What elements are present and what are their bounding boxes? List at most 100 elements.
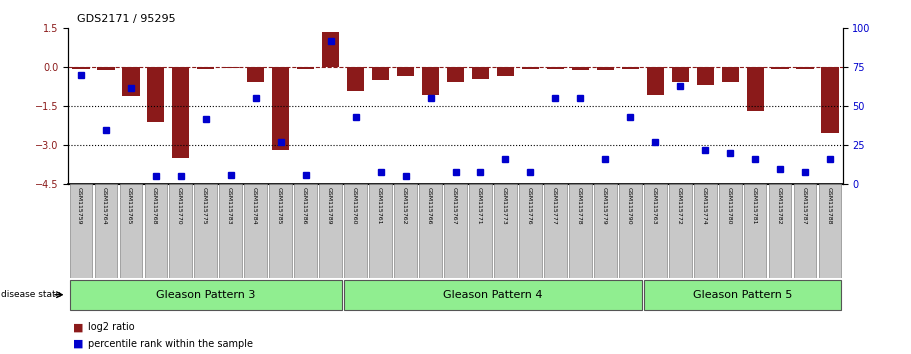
Bar bbox=[69, 184, 92, 278]
Text: GSM115790: GSM115790 bbox=[627, 187, 631, 224]
Text: GSM115772: GSM115772 bbox=[677, 187, 681, 225]
Text: GSM115787: GSM115787 bbox=[802, 187, 806, 224]
Bar bbox=[172, 67, 189, 158]
Bar bbox=[344, 184, 367, 278]
Text: GSM115782: GSM115782 bbox=[776, 187, 782, 224]
Text: GSM115785: GSM115785 bbox=[277, 187, 281, 224]
Text: GSM115765: GSM115765 bbox=[127, 187, 132, 224]
Bar bbox=[271, 67, 290, 150]
Bar bbox=[220, 184, 242, 278]
Bar bbox=[722, 67, 739, 81]
Bar bbox=[644, 280, 842, 310]
Text: Gleason Pattern 4: Gleason Pattern 4 bbox=[444, 290, 543, 300]
Text: GSM115775: GSM115775 bbox=[202, 187, 207, 224]
Bar bbox=[469, 184, 492, 278]
Bar bbox=[197, 67, 214, 69]
Text: GSM115762: GSM115762 bbox=[402, 187, 407, 224]
Bar bbox=[369, 184, 392, 278]
Bar bbox=[496, 67, 514, 76]
Bar bbox=[320, 184, 342, 278]
Bar bbox=[644, 184, 667, 278]
Bar bbox=[119, 184, 142, 278]
Text: GSM115783: GSM115783 bbox=[227, 187, 232, 224]
Bar bbox=[744, 184, 766, 278]
Text: GSM115770: GSM115770 bbox=[177, 187, 182, 224]
Text: GSM115767: GSM115767 bbox=[452, 187, 456, 224]
Text: GSM115788: GSM115788 bbox=[826, 187, 832, 224]
Text: GSM115777: GSM115777 bbox=[552, 187, 557, 225]
Text: GSM115773: GSM115773 bbox=[502, 187, 507, 225]
Text: GSM115763: GSM115763 bbox=[651, 187, 657, 224]
Bar bbox=[194, 184, 217, 278]
Bar bbox=[72, 67, 89, 69]
Text: GSM115764: GSM115764 bbox=[102, 187, 107, 224]
Text: ■: ■ bbox=[73, 339, 84, 349]
Text: GSM115780: GSM115780 bbox=[726, 187, 732, 224]
Text: GSM115778: GSM115778 bbox=[577, 187, 581, 224]
Bar bbox=[572, 67, 589, 70]
Bar bbox=[794, 184, 816, 278]
Bar bbox=[297, 67, 314, 69]
Text: ■: ■ bbox=[73, 322, 84, 332]
Bar bbox=[422, 67, 439, 95]
Bar bbox=[544, 184, 567, 278]
Bar bbox=[372, 67, 389, 80]
Bar bbox=[445, 184, 466, 278]
Text: percentile rank within the sample: percentile rank within the sample bbox=[88, 339, 253, 349]
Text: GSM115784: GSM115784 bbox=[252, 187, 257, 224]
Text: GSM115789: GSM115789 bbox=[327, 187, 332, 224]
Bar bbox=[95, 184, 117, 278]
Text: GSM115766: GSM115766 bbox=[426, 187, 432, 224]
Bar bbox=[244, 184, 267, 278]
Bar bbox=[147, 67, 165, 122]
Bar bbox=[122, 67, 139, 96]
Bar bbox=[746, 67, 764, 112]
Bar bbox=[769, 184, 792, 278]
Text: GSM115761: GSM115761 bbox=[377, 187, 382, 224]
Bar bbox=[69, 280, 342, 310]
Bar bbox=[621, 67, 640, 69]
Text: GSM115776: GSM115776 bbox=[527, 187, 532, 224]
Bar bbox=[222, 67, 240, 68]
Bar bbox=[547, 67, 564, 69]
Bar bbox=[719, 184, 742, 278]
Bar bbox=[247, 67, 264, 81]
Bar bbox=[145, 184, 167, 278]
Text: GSM115781: GSM115781 bbox=[752, 187, 756, 224]
Bar bbox=[819, 184, 842, 278]
Text: GSM115786: GSM115786 bbox=[302, 187, 307, 224]
Bar bbox=[397, 67, 415, 76]
Text: GDS2171 / 95295: GDS2171 / 95295 bbox=[77, 14, 176, 24]
Bar bbox=[97, 67, 115, 70]
Bar bbox=[519, 184, 542, 278]
Text: GSM115779: GSM115779 bbox=[601, 187, 607, 225]
Bar bbox=[394, 184, 417, 278]
Bar bbox=[446, 67, 465, 81]
Bar bbox=[294, 184, 317, 278]
Text: GSM115759: GSM115759 bbox=[77, 187, 82, 224]
Text: Gleason Pattern 3: Gleason Pattern 3 bbox=[156, 290, 255, 300]
Bar bbox=[597, 67, 614, 70]
Text: GSM115760: GSM115760 bbox=[352, 187, 357, 224]
Bar bbox=[647, 67, 664, 95]
Bar bbox=[270, 184, 292, 278]
Text: GSM115768: GSM115768 bbox=[152, 187, 157, 224]
Bar bbox=[671, 67, 689, 81]
Bar bbox=[495, 184, 517, 278]
Text: Gleason Pattern 5: Gleason Pattern 5 bbox=[693, 290, 793, 300]
Bar bbox=[169, 184, 192, 278]
Bar bbox=[697, 67, 714, 85]
Bar bbox=[344, 280, 641, 310]
Bar bbox=[569, 184, 591, 278]
Bar bbox=[522, 67, 539, 69]
Bar bbox=[322, 32, 339, 67]
Bar bbox=[594, 184, 617, 278]
Bar bbox=[822, 67, 839, 133]
Bar bbox=[347, 67, 364, 91]
Text: GSM115774: GSM115774 bbox=[701, 187, 707, 225]
Text: GSM115771: GSM115771 bbox=[476, 187, 482, 224]
Bar bbox=[669, 184, 691, 278]
Bar bbox=[694, 184, 717, 278]
Bar bbox=[419, 184, 442, 278]
Bar bbox=[796, 67, 814, 69]
